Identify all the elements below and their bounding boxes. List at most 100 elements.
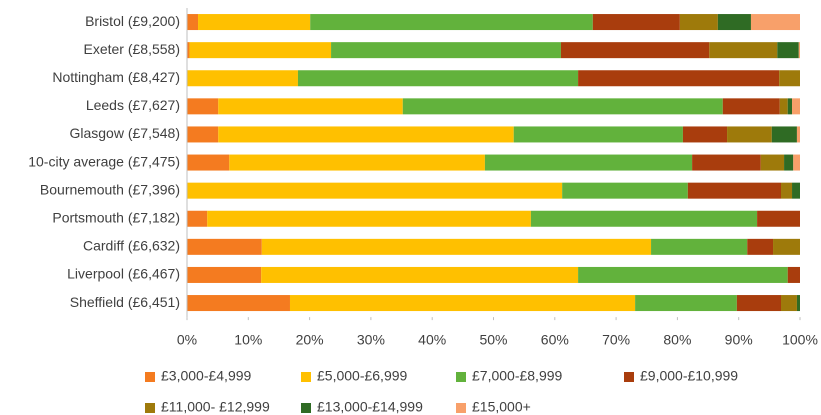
bar-segment [578,70,780,87]
y-tick-label: Sheffield (£6,451) [70,294,180,310]
bar-segment [682,126,728,143]
legend-label: £13,000-£14,999 [317,399,423,415]
x-tick-label: 40% [418,332,446,348]
bar-segment [331,42,561,59]
bar-segment [717,14,751,31]
bar-segment [289,295,636,312]
y-tick-label: Bristol (£9,200) [85,13,180,29]
bar-segment [771,126,797,143]
y-tick-label: 10-city average (£7,475) [28,153,180,169]
bar-segment [651,238,748,255]
bar-segment [261,266,579,283]
bar-segment [592,14,680,31]
y-tick-label: Portsmouth (£7,182) [52,209,180,225]
x-tick-label: 100% [782,332,818,348]
bar-segment [187,126,219,143]
x-tick-label: 10% [234,332,262,348]
legend-label: £9,000-£10,999 [640,368,738,384]
legend-label: £15,000+ [472,399,531,415]
bar-segment [297,70,579,87]
legend-label: £5,000-£6,999 [317,368,408,384]
legend-swatch [456,372,466,382]
bar-segment [747,238,774,255]
bar-segment [187,14,199,31]
y-tick-label: Leeds (£7,627) [86,97,180,113]
bar-segment [578,266,788,283]
x-tick-label: 30% [357,332,385,348]
bar-segment [780,295,797,312]
bar-segment [187,98,219,115]
legend-swatch [301,403,311,413]
bar-segment [207,210,531,227]
bar-segment [513,126,683,143]
bar-segment [310,14,593,31]
bar-segment [187,70,298,87]
x-tick-label: 20% [296,332,324,348]
bar-segment [757,210,800,227]
bar-segment [784,154,794,171]
bar-segment [779,98,788,115]
x-tick-label: 90% [725,332,753,348]
bar-segment [692,154,761,171]
bar-segment [787,98,793,115]
bar-segment [261,238,652,255]
bar-segment [530,210,758,227]
bar-segment [218,126,514,143]
bar-segment [793,154,800,171]
bar-segment [796,126,800,143]
bar-segment [792,98,800,115]
bar-segment [780,182,793,199]
bar-segment [798,42,800,59]
y-tick-label: Bournemouth (£7,396) [40,181,180,197]
bar-segment [779,70,800,87]
bar-segment [187,210,208,227]
legend-swatch [145,403,155,413]
bar-segment [796,295,800,312]
bar-segment [709,42,778,59]
x-tick-label: 60% [541,332,569,348]
bar-segment [750,14,800,31]
bar-segment [760,154,785,171]
bar-segment [187,182,563,199]
legend-label: £3,000-£4,999 [161,368,252,384]
bar-segment [722,98,780,115]
x-tick-label: 0% [177,332,197,348]
y-tick-label: Cardiff (£6,632) [83,238,180,254]
bar-segment [229,154,485,171]
legend-swatch [145,372,155,382]
bar-segment [792,182,800,199]
bar-segment [679,14,718,31]
bar-segment [727,126,772,143]
y-tick-label: Nottingham (£8,427) [52,69,180,85]
y-tick-label: Glasgow (£7,548) [69,125,180,141]
bar-segment [187,238,262,255]
bar-segment [218,98,403,115]
bar-segment [189,42,332,59]
legend-label: £7,000-£8,999 [472,368,563,384]
bar-segment [402,98,723,115]
bar-segment [777,42,799,59]
bar-segment [562,182,688,199]
bar-segment [187,266,262,283]
bar-segment [787,266,800,283]
bar-segment [687,182,781,199]
legend-swatch [301,372,311,382]
x-tick-label: 70% [602,332,630,348]
x-tick-label: 80% [663,332,691,348]
bar-segment [187,154,230,171]
legend-swatch [624,372,634,382]
bar-segment [198,14,311,31]
bar-segment [635,295,737,312]
bar-segment [187,42,190,59]
bar-segment [560,42,710,59]
bar-segment [736,295,781,312]
legend-label: £11,000- £12,999 [161,399,270,415]
bar-segment [773,238,800,255]
bar-segment [187,295,290,312]
y-tick-label: Liverpool (£6,467) [67,266,180,282]
x-tick-label: 50% [479,332,507,348]
y-tick-label: Exeter (£8,558) [84,41,181,57]
legend-swatch [456,403,466,413]
bar-segment [484,154,693,171]
